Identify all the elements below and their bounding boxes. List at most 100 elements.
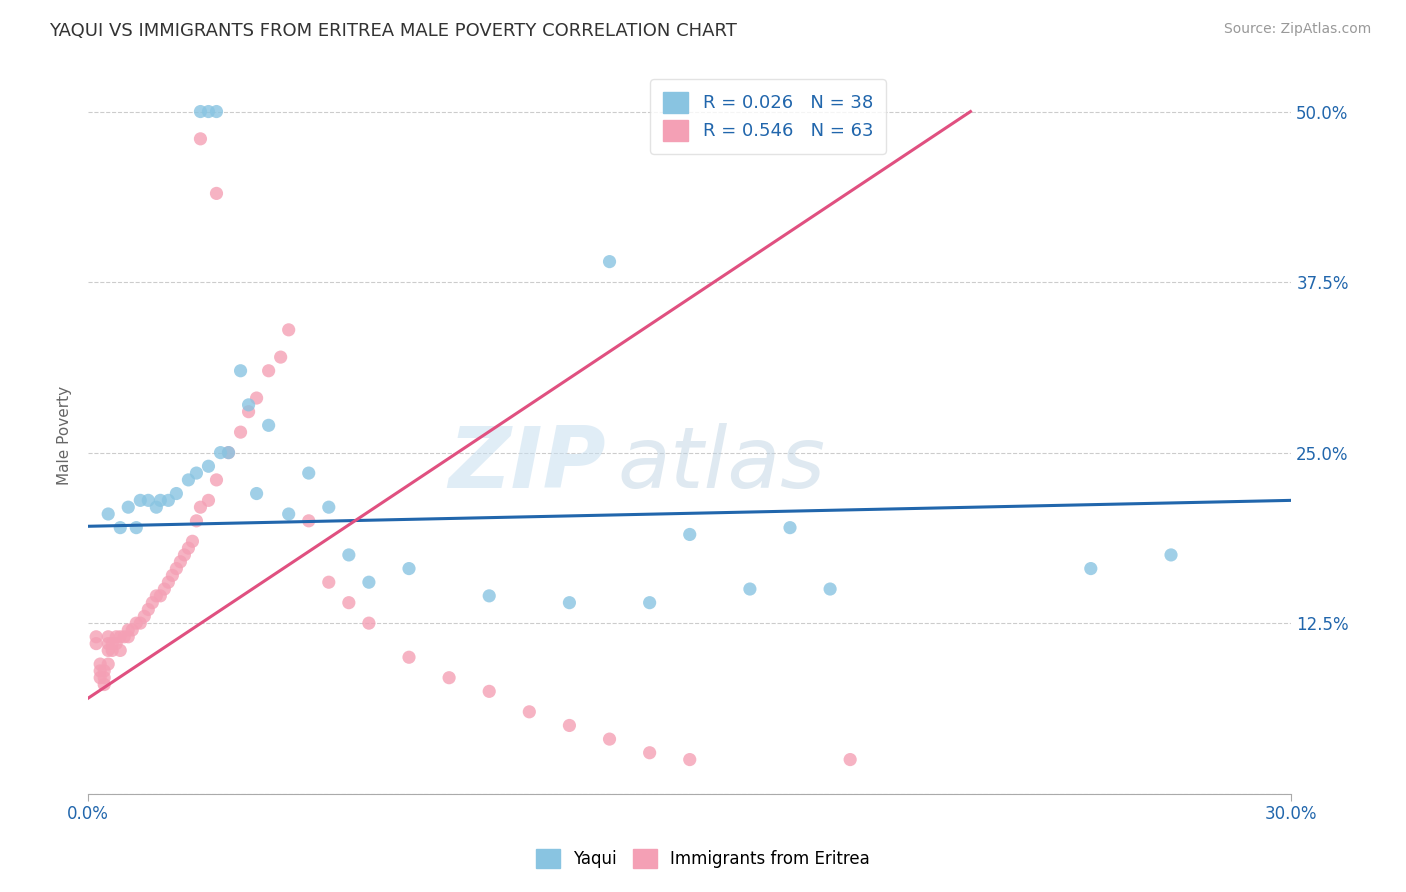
Point <box>186 466 208 480</box>
Point <box>157 493 180 508</box>
Point <box>129 493 152 508</box>
Legend: R = 0.026   N = 38, R = 0.546   N = 63: R = 0.026 N = 38, R = 0.546 N = 63 <box>650 79 886 153</box>
Point <box>125 521 148 535</box>
Point <box>149 589 172 603</box>
Point <box>190 132 212 146</box>
Point <box>205 473 228 487</box>
Point <box>117 630 139 644</box>
Point <box>197 104 219 119</box>
Point <box>478 684 501 698</box>
Point <box>257 364 280 378</box>
Point <box>277 507 299 521</box>
Point <box>141 596 163 610</box>
Point <box>679 527 702 541</box>
Point <box>84 637 107 651</box>
Y-axis label: Male Poverty: Male Poverty <box>58 386 72 485</box>
Point <box>145 500 167 515</box>
Point <box>105 630 128 644</box>
Point <box>270 350 292 364</box>
Point <box>197 493 219 508</box>
Point <box>169 555 191 569</box>
Point <box>209 445 232 459</box>
Point <box>229 364 252 378</box>
Point <box>205 186 228 201</box>
Point <box>277 323 299 337</box>
Point <box>599 254 621 268</box>
Point <box>136 493 159 508</box>
Point <box>517 705 540 719</box>
Point <box>238 405 260 419</box>
Point <box>638 596 661 610</box>
Point <box>110 643 132 657</box>
Point <box>110 630 132 644</box>
Point <box>153 582 176 596</box>
Point <box>738 582 761 596</box>
Point <box>97 657 120 671</box>
Point <box>229 425 252 439</box>
Point <box>97 630 120 644</box>
Point <box>318 575 340 590</box>
Point <box>89 671 111 685</box>
Point <box>298 514 321 528</box>
Point <box>84 630 107 644</box>
Point <box>437 671 460 685</box>
Point <box>337 596 360 610</box>
Point <box>679 753 702 767</box>
Point <box>101 643 124 657</box>
Point <box>177 541 200 555</box>
Point <box>93 664 115 678</box>
Text: atlas: atlas <box>617 423 825 506</box>
Point <box>110 521 132 535</box>
Point <box>238 398 260 412</box>
Point <box>298 466 321 480</box>
Point <box>89 664 111 678</box>
Point <box>117 623 139 637</box>
Point <box>125 616 148 631</box>
Point <box>779 521 801 535</box>
Point <box>398 561 420 575</box>
Point <box>145 589 167 603</box>
Point <box>357 616 380 631</box>
Point <box>181 534 204 549</box>
Point <box>839 753 862 767</box>
Point <box>165 486 187 500</box>
Point <box>197 459 219 474</box>
Point <box>97 643 120 657</box>
Point <box>818 582 841 596</box>
Point <box>162 568 184 582</box>
Point <box>97 637 120 651</box>
Point <box>93 671 115 685</box>
Point <box>246 486 269 500</box>
Point <box>134 609 156 624</box>
Point <box>93 677 115 691</box>
Point <box>190 104 212 119</box>
Point <box>101 637 124 651</box>
Text: ZIP: ZIP <box>449 423 606 506</box>
Point <box>246 391 269 405</box>
Point <box>173 548 195 562</box>
Point <box>218 445 240 459</box>
Point <box>165 561 187 575</box>
Point <box>136 602 159 616</box>
Legend: Yaqui, Immigrants from Eritrea: Yaqui, Immigrants from Eritrea <box>530 842 876 875</box>
Point <box>1160 548 1182 562</box>
Point <box>218 445 240 459</box>
Point <box>599 732 621 747</box>
Point <box>478 589 501 603</box>
Point <box>558 596 581 610</box>
Point <box>112 630 135 644</box>
Point <box>558 718 581 732</box>
Point <box>89 657 111 671</box>
Point <box>129 616 152 631</box>
Point <box>318 500 340 515</box>
Point <box>205 104 228 119</box>
Point <box>638 746 661 760</box>
Point <box>105 637 128 651</box>
Point <box>186 514 208 528</box>
Text: YAQUI VS IMMIGRANTS FROM ERITREA MALE POVERTY CORRELATION CHART: YAQUI VS IMMIGRANTS FROM ERITREA MALE PO… <box>49 22 737 40</box>
Point <box>357 575 380 590</box>
Point <box>337 548 360 562</box>
Point <box>177 473 200 487</box>
Text: Source: ZipAtlas.com: Source: ZipAtlas.com <box>1223 22 1371 37</box>
Point <box>97 507 120 521</box>
